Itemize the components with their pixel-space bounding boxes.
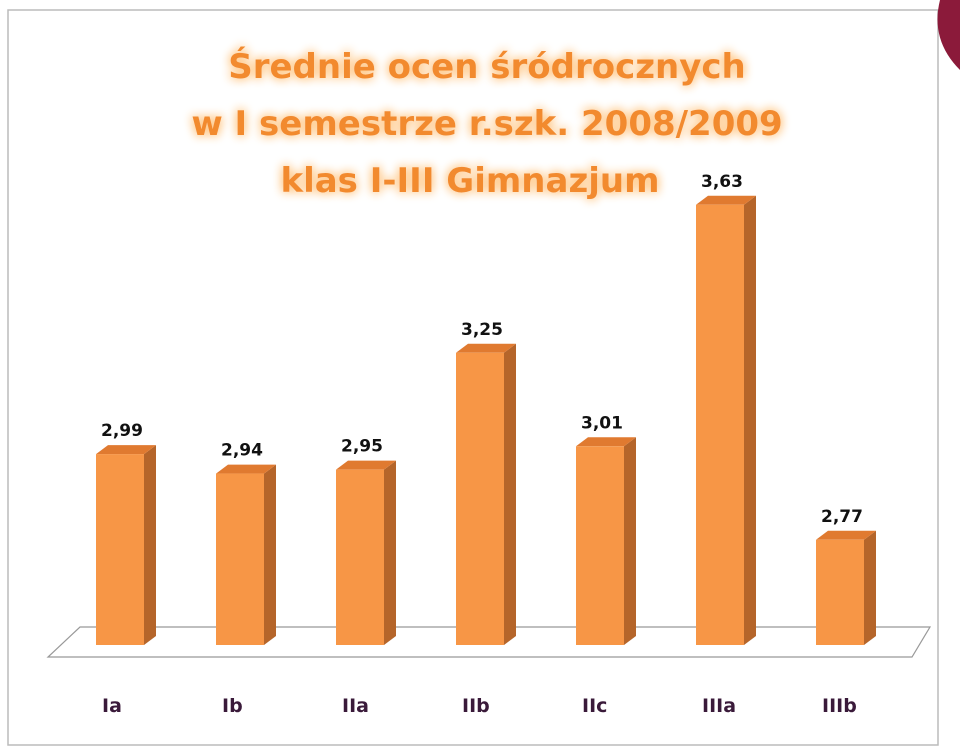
value-label: 2,77	[821, 507, 863, 527]
chart-title: w I semestrze r.szk. 2008/2009	[191, 104, 782, 144]
bar	[696, 205, 744, 645]
bar	[96, 454, 144, 645]
value-label: 2,99	[101, 421, 143, 441]
bar-side	[864, 531, 876, 645]
bar	[816, 540, 864, 645]
chart: Średnie ocen śródrocznych w I semestrze …	[0, 0, 960, 751]
value-label: 3,63	[701, 172, 743, 192]
bar-side	[264, 465, 276, 645]
chart-title: klas I-III Gimnazjum	[280, 161, 659, 201]
bar	[336, 470, 384, 645]
x-tick-label: IIb	[462, 695, 490, 717]
bar-side	[504, 344, 516, 645]
value-label: 3,01	[581, 413, 623, 433]
bar-side	[384, 461, 396, 645]
x-tick-label: IIIa	[702, 695, 736, 717]
x-tick-label: IIa	[342, 695, 369, 717]
x-tick-label: IIIb	[822, 695, 857, 717]
bar	[216, 474, 264, 645]
value-label: 3,25	[461, 320, 503, 340]
x-tick-label: Ib	[222, 695, 243, 717]
chart-title: Średnie ocen śródrocznych	[228, 46, 746, 87]
bar	[456, 353, 504, 645]
bar	[576, 446, 624, 645]
bar-side	[144, 445, 156, 645]
x-tick-label: Ia	[102, 695, 122, 717]
bar-side	[624, 437, 636, 645]
x-tick-label: IIc	[582, 695, 607, 717]
bar-side	[744, 196, 756, 645]
value-label: 2,94	[221, 441, 263, 461]
value-label: 2,95	[341, 437, 383, 457]
corner-decoration	[938, 0, 960, 70]
